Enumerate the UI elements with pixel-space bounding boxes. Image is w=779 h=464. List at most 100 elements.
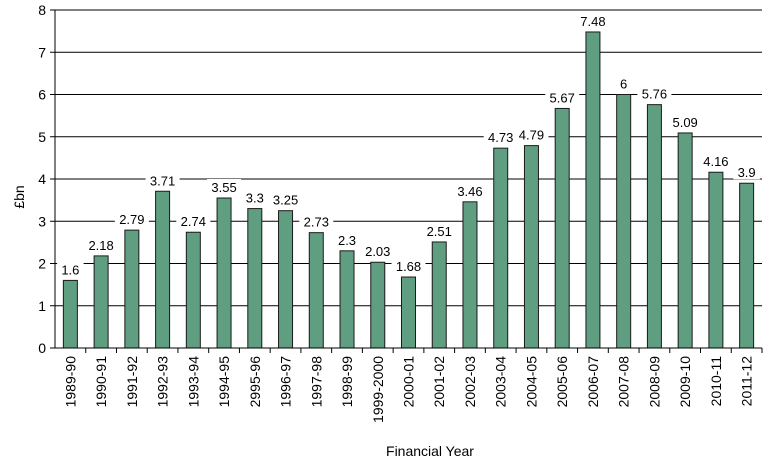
- x-tick-label: 2995-96: [247, 356, 263, 408]
- data-label-bg: [241, 189, 269, 205]
- x-tick-label: 2006-07: [585, 356, 601, 408]
- data-label-bg: [145, 172, 180, 188]
- y-tick-label: 8: [38, 2, 46, 18]
- x-tick-label: 1996-97: [278, 356, 294, 408]
- bar: [247, 208, 263, 349]
- y-tick-label: 6: [38, 87, 46, 103]
- data-label: 3.25: [273, 193, 298, 208]
- x-tick-label: 1997-98: [308, 356, 324, 408]
- data-label-bg: [299, 213, 334, 229]
- data-label: 3.55: [211, 180, 236, 195]
- data-label: 6: [620, 77, 627, 92]
- x-tick-label: 1991-92: [124, 356, 140, 408]
- data-label: 2.73: [304, 215, 329, 230]
- y-axis-title: £bn: [11, 185, 27, 208]
- data-label-bg: [207, 179, 242, 195]
- data-label-bg: [637, 85, 672, 101]
- data-label: 2.18: [88, 238, 113, 253]
- bar: [155, 190, 171, 349]
- data-label: 3.71: [150, 173, 175, 188]
- x-tick-label: 2009-10: [677, 356, 693, 408]
- x-tick-label: 1990-91: [93, 356, 109, 408]
- data-label: 3.3: [246, 191, 264, 206]
- data-label: 1.6: [61, 262, 79, 277]
- x-axis-title: Financial Year: [386, 443, 474, 459]
- x-tick-label: 1993-94: [185, 356, 201, 408]
- data-label: 2.3: [338, 233, 356, 248]
- data-label: 2.51: [427, 224, 452, 239]
- data-label-bg: [483, 129, 518, 145]
- x-tick-label: 2010-11: [708, 356, 724, 407]
- data-label-bg: [545, 89, 580, 105]
- bar: [462, 201, 478, 349]
- data-label-bg: [452, 182, 487, 198]
- x-tick-label: 2001-02: [431, 356, 447, 408]
- y-tick-labels: 0 1 2 3 4 5 6 7 8: [38, 2, 46, 356]
- x-tick-label: 2008-09: [646, 356, 662, 408]
- bar: [708, 171, 724, 349]
- data-label-bg: [57, 261, 84, 277]
- x-tick-labels: 1989-90 1990-91 1991-92 1992-93 1993-94 1994-…: [62, 356, 754, 423]
- bar: [616, 94, 632, 349]
- data-label-bg: [514, 126, 549, 142]
- bar: [124, 229, 140, 349]
- bar: [401, 276, 416, 349]
- data-label-bg: [360, 243, 395, 259]
- y-tick-label: 0: [38, 340, 46, 356]
- bar: [216, 197, 232, 349]
- data-label-bg: [617, 75, 630, 91]
- bar: [585, 31, 601, 349]
- x-tick-label: 2000-01: [401, 356, 417, 408]
- x-tick-label: 2005-06: [554, 356, 570, 408]
- x-tick-label: 2003-04: [493, 356, 509, 408]
- y-tick-label: 7: [38, 44, 46, 60]
- data-label-bg: [333, 231, 361, 247]
- x-tick-label: 1999-2000: [370, 356, 386, 423]
- data-label: 5.76: [642, 87, 667, 102]
- data-label-bg: [668, 113, 703, 129]
- data-label: 3.46: [457, 184, 482, 199]
- x-tick-label: 2004-05: [523, 356, 539, 408]
- data-label: 2.79: [119, 212, 144, 227]
- x-tick-label: 1994-95: [216, 356, 232, 408]
- bar: [646, 104, 662, 349]
- y-tick-label: 1: [38, 298, 46, 314]
- data-label: 5.09: [672, 115, 697, 130]
- y-tick-label: 5: [38, 129, 46, 145]
- bar: [339, 250, 355, 349]
- y-tick-label: 3: [38, 213, 46, 229]
- bar: [93, 255, 109, 349]
- bar: [370, 261, 386, 349]
- data-label-bg: [391, 258, 426, 274]
- x-tick-label: 1992-93: [155, 356, 171, 408]
- data-label-bg: [114, 211, 149, 227]
- data-label-bg: [422, 222, 457, 238]
- x-tick-label: 2011-12: [739, 356, 755, 407]
- bar: [554, 107, 570, 349]
- data-label: 1.68: [396, 259, 421, 274]
- axes: [50, 9, 763, 353]
- x-tick-label: 2007-08: [616, 356, 632, 408]
- bar: [185, 231, 201, 349]
- bar: [493, 147, 509, 349]
- x-tick-label: 1989-90: [62, 356, 78, 408]
- bar-series: [62, 31, 755, 349]
- data-label: 2.74: [181, 214, 206, 229]
- data-label-bg: [575, 12, 610, 28]
- bar: [308, 232, 324, 349]
- bar: [523, 145, 539, 349]
- bar: [677, 132, 693, 349]
- data-label: 3.9: [738, 165, 756, 180]
- data-label: 4.73: [488, 130, 513, 145]
- bar: [278, 210, 294, 349]
- data-label: 7.48: [580, 14, 605, 29]
- x-tick-label: 2002-03: [462, 356, 478, 408]
- data-label-bg: [733, 164, 760, 180]
- data-labels: 1.6 2.18 2.79 3.71 2.74 3.55 3.3 3.25 2.73 2.3 2.0…: [57, 12, 760, 277]
- data-label: 4.16: [703, 154, 728, 169]
- x-tick-label: 1998-99: [339, 356, 355, 408]
- y-tick-label: 4: [38, 171, 46, 187]
- data-label-bg: [698, 153, 733, 169]
- data-label-bg: [176, 213, 211, 229]
